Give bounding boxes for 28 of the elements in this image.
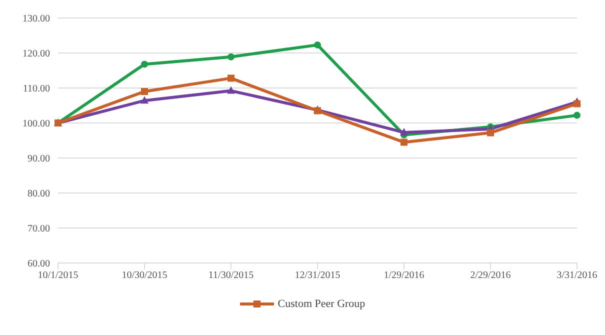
point — [487, 129, 494, 136]
point — [141, 88, 148, 95]
point — [574, 100, 580, 108]
x-tick-label: 3/31/2016 — [556, 270, 598, 282]
point — [228, 53, 234, 60]
x-tick-label: 10/1/2015 — [38, 270, 78, 282]
y-tick-label: 70.00 — [28, 224, 50, 235]
y-tick-label: 80.00 — [28, 188, 50, 200]
x-tick-label: 1/29/2016 — [384, 270, 424, 282]
y-tick-label: 120.00 — [22, 48, 50, 60]
point — [140, 96, 148, 104]
x-tick-label: 12/31/2015 — [294, 270, 340, 282]
point — [400, 128, 408, 136]
point — [574, 112, 580, 119]
x-tick-label: 10/30/2015 — [122, 270, 168, 282]
x-tick-label: 2/29/2016 — [470, 270, 511, 282]
y-tick-label: 90.00 — [28, 154, 50, 165]
x-tick-label: 11/30/2015 — [208, 270, 254, 282]
point — [314, 41, 321, 48]
point — [141, 60, 148, 68]
y-tick-label: 100.00 — [22, 118, 50, 130]
legend-label: Custom Peer Group — [276, 298, 366, 310]
y-tick-label: 60.00 — [28, 258, 50, 270]
point — [228, 74, 234, 82]
point — [400, 138, 408, 146]
y-tick-label: 130.00 — [22, 14, 50, 25]
point — [227, 86, 235, 94]
y-tick-label: 110.00 — [22, 84, 50, 95]
